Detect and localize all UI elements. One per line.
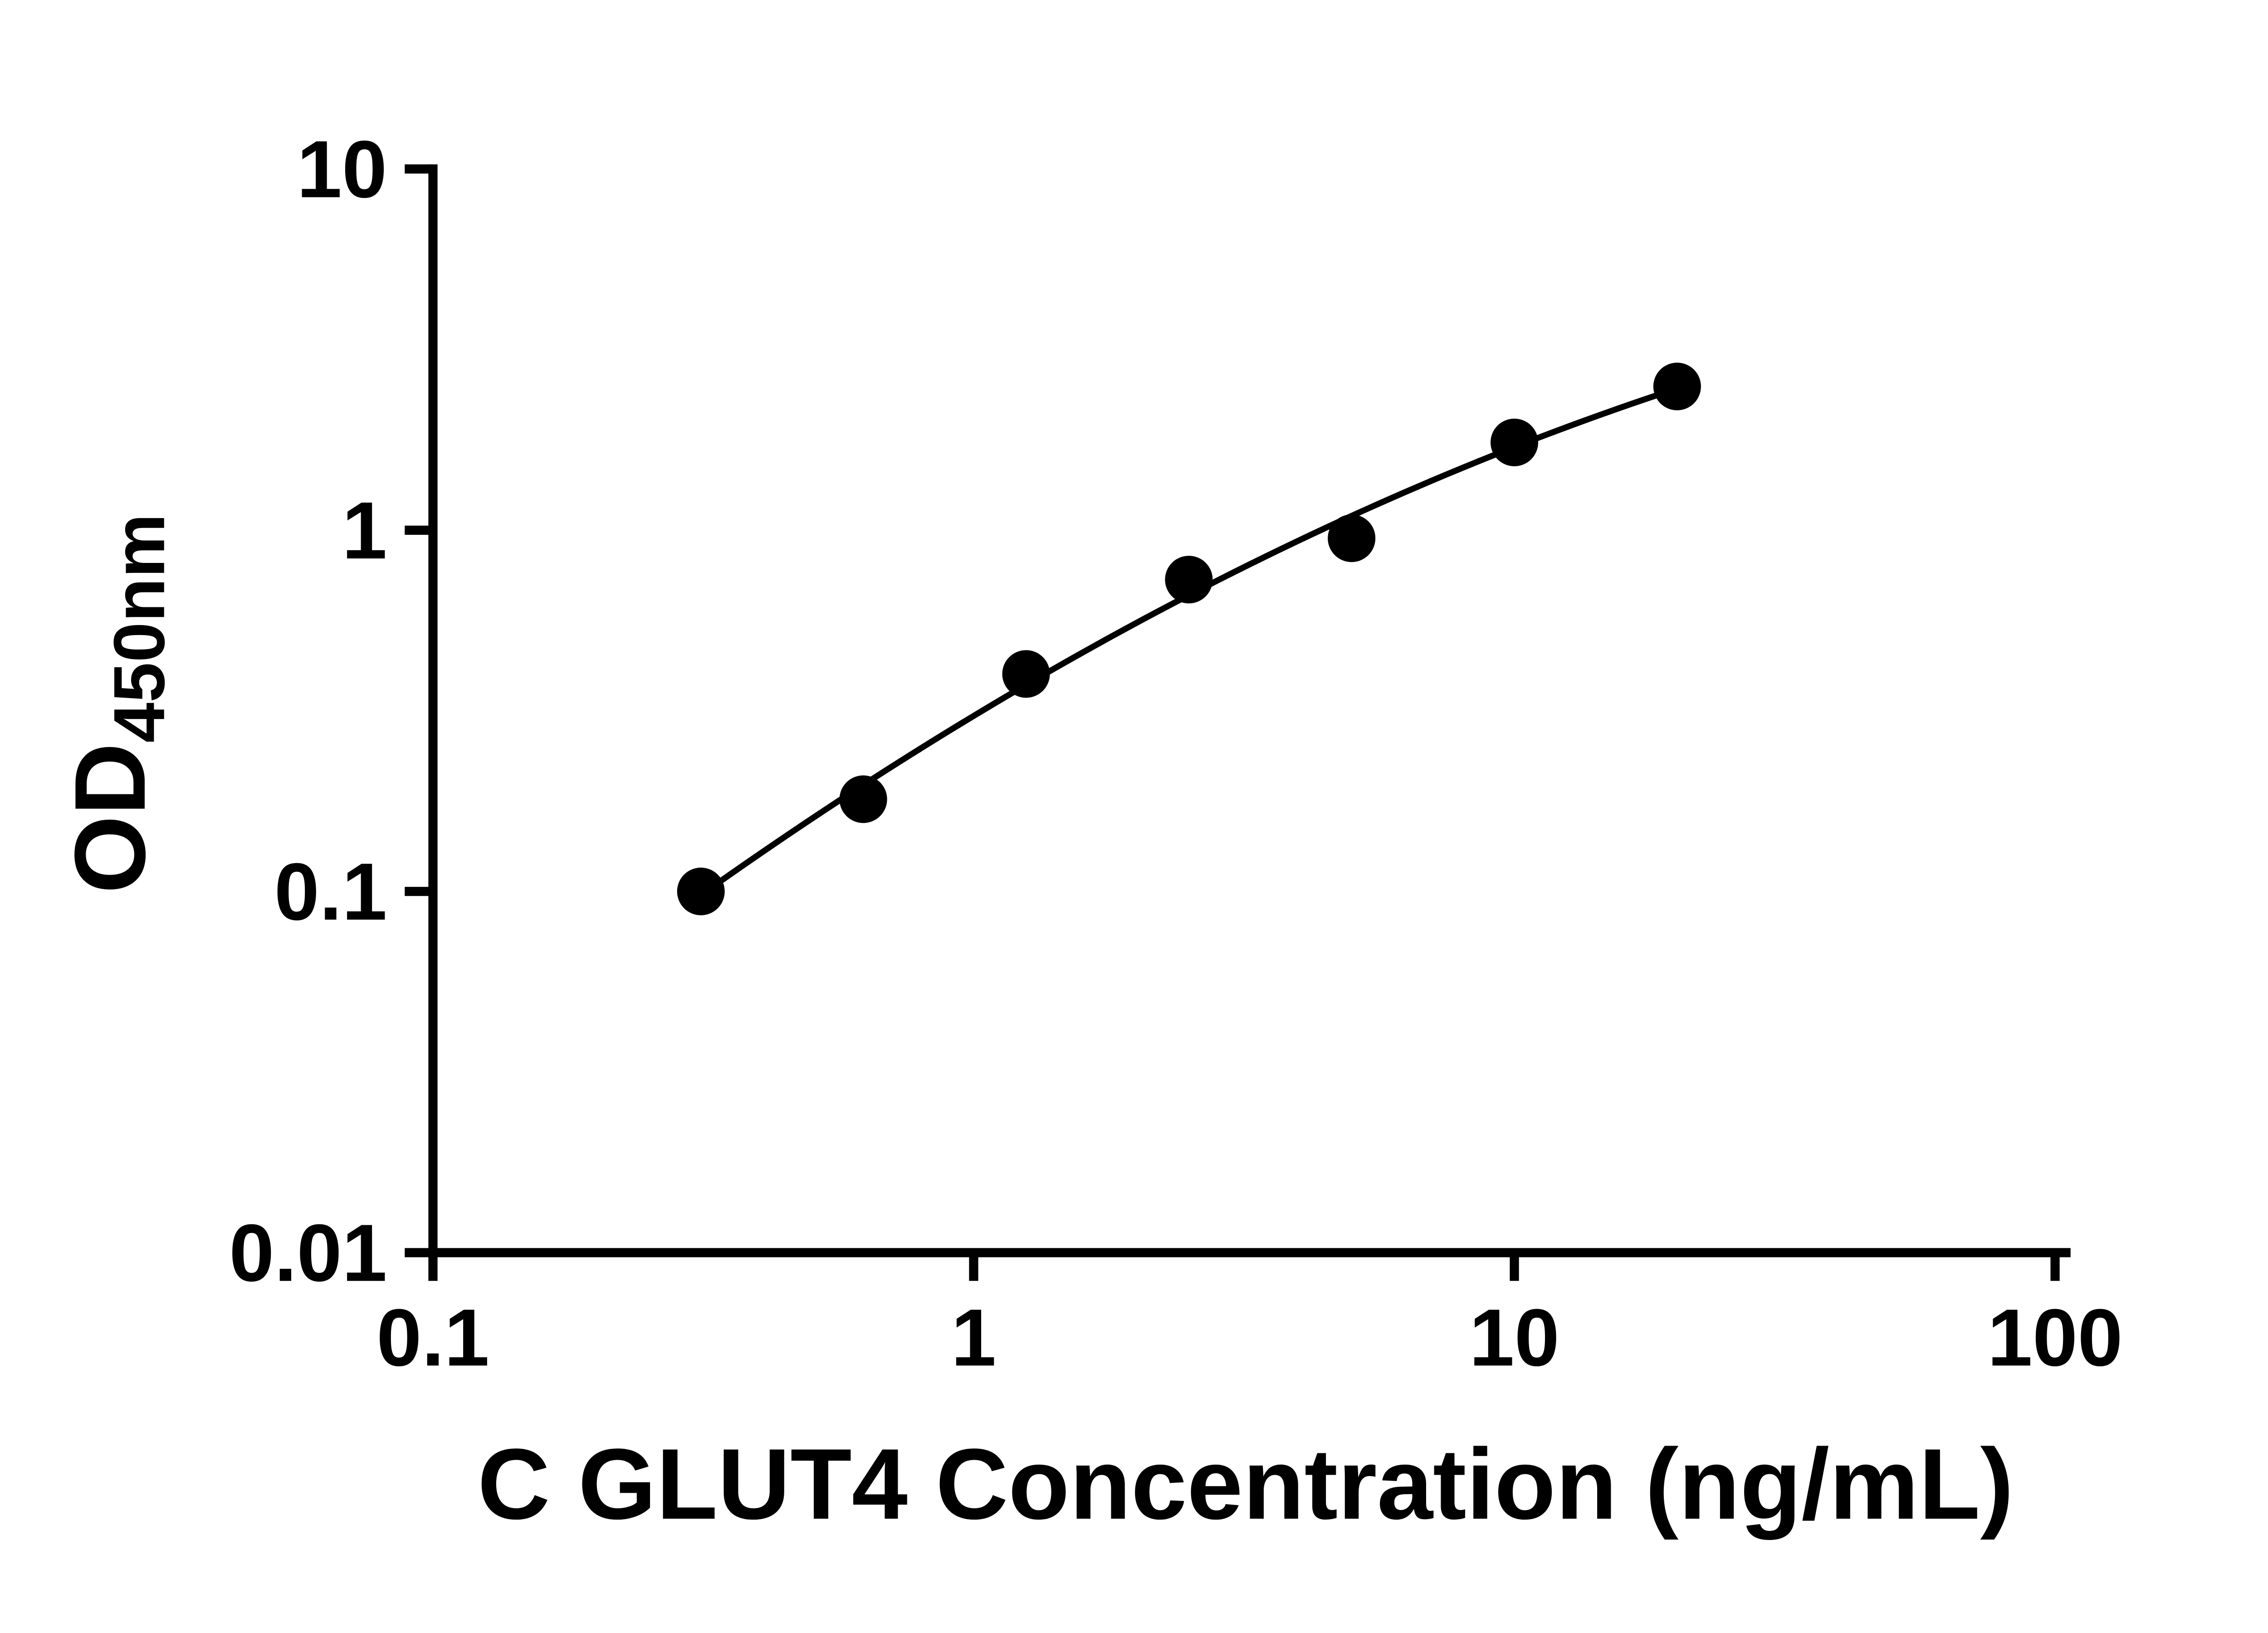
- x-tick-label: 10: [1469, 1292, 1559, 1383]
- y-axis-title-main: OD: [54, 743, 166, 894]
- y-axis-title-subscript: 450nm: [99, 513, 180, 743]
- fit-curve: [698, 385, 1681, 898]
- x-tick-label: 100: [1987, 1292, 2123, 1383]
- data-point: [1653, 362, 1701, 411]
- data-point: [1002, 650, 1050, 698]
- x-axis-title: C GLUT4 Concentration (ng/mL): [478, 1428, 2014, 1540]
- data-point: [839, 775, 887, 823]
- data-point: [1491, 418, 1539, 466]
- y-tick-label: 0.1: [274, 846, 387, 937]
- data-point: [1165, 556, 1213, 604]
- y-tick-label: 0.01: [229, 1208, 387, 1298]
- data-point: [677, 867, 725, 915]
- y-tick-label: 10: [297, 124, 387, 215]
- x-tick-label: 1: [951, 1292, 997, 1383]
- x-tick-label: 0.1: [376, 1292, 489, 1383]
- y-axis-title: OD450nm: [54, 513, 180, 894]
- data-point: [1328, 514, 1376, 562]
- y-tick-label: 1: [342, 485, 387, 576]
